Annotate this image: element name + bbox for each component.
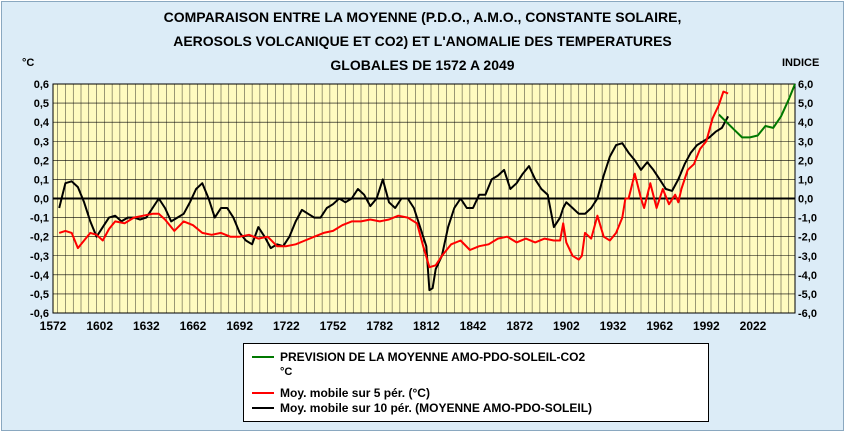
y-tick-label: -0,1: [30, 213, 49, 225]
y-tick-label: -0,5: [30, 289, 49, 301]
chart-title-line-1: COMPARAISON ENTRE LA MOYENNE (P.D.O., A.…: [163, 9, 682, 25]
y-tick-label: 0,5: [34, 98, 49, 110]
x-tick-label: 1632: [133, 319, 160, 333]
y2-tick-label: -3,0: [798, 251, 817, 263]
y2-tick-label: 3,0: [798, 136, 813, 148]
y-tick-label: 0,1: [34, 174, 49, 186]
series-line-red: [58, 90, 729, 269]
x-tick-label: 1572: [40, 319, 67, 333]
y2-tick-label: -1,0: [798, 213, 817, 225]
legend-label-black: Moy. mobile sur 10 pér. (MOYENNE AMO-PDO…: [280, 401, 593, 415]
x-tick-label: 1992: [693, 319, 720, 333]
x-tick-label: 1842: [460, 319, 487, 333]
y2-tick-label: -5,0: [798, 289, 817, 301]
x-tick-label: 1782: [366, 319, 393, 333]
chart-title-line-2: AEROSOLS VOLCANIQUE ET CO2) ET L'ANOMALI…: [173, 33, 672, 49]
x-tick-label: 1602: [86, 319, 113, 333]
y2-tick-label: 2,0: [798, 155, 813, 167]
x-tick-label: 1692: [226, 319, 253, 333]
series-line-green: [718, 83, 796, 139]
right-axis-unit: INDICE: [782, 57, 820, 69]
legend-swatch-green: [252, 356, 274, 358]
left-axis-unit: °C: [22, 57, 35, 69]
legend-swatch-red: [252, 392, 274, 394]
chart-title-line-3: GLOBALES DE 1572 A 2049: [330, 57, 515, 73]
legend-label-green: PREVISION DE LA MOYENNE AMO-PDO-SOLEIL-C…: [280, 350, 586, 364]
y2-tick-label: 0,0: [798, 194, 813, 206]
y2-tick-label: 1,0: [798, 174, 813, 186]
y-tick-label: -0,6: [30, 308, 49, 320]
x-tick-label: 1872: [506, 319, 533, 333]
y-tick-label: 0,6: [34, 79, 49, 91]
legend-label-red: Moy. mobile sur 5 pér. (°C): [280, 386, 430, 400]
y2-tick-label: 4,0: [798, 117, 813, 129]
y2-tick-label: -2,0: [798, 232, 817, 244]
y2-tick-label: -4,0: [798, 270, 817, 282]
y-tick-label: 0,3: [34, 136, 49, 148]
x-tick-label: 1722: [273, 319, 300, 333]
legend-sub-unit: °C: [280, 366, 293, 378]
legend-swatch-black: [252, 407, 274, 409]
x-tick-label: 1662: [180, 319, 207, 333]
y-tick-label: -0,2: [30, 232, 49, 244]
x-tick-label: 1812: [413, 319, 440, 333]
y-tick-label: -0,4: [30, 270, 50, 282]
y-tick-label: 0,2: [34, 155, 49, 167]
x-tick-label: 1962: [646, 319, 673, 333]
y2-tick-label: 6,0: [798, 79, 813, 91]
y-tick-label: 0,4: [34, 117, 50, 129]
legend: PREVISION DE LA MOYENNE AMO-PDO-SOLEIL-C…: [243, 343, 709, 422]
y2-tick-label: -6,0: [798, 308, 817, 320]
x-tick-label: 1902: [553, 319, 580, 333]
x-tick-label: 1752: [320, 319, 347, 333]
y-tick-label: 0,0: [34, 194, 49, 206]
x-tick-label: 2022: [740, 319, 767, 333]
y-tick-label: -0,3: [30, 251, 49, 263]
series-line-black: [58, 115, 729, 292]
y2-tick-label: 5,0: [798, 98, 813, 110]
x-tick-label: 1932: [600, 319, 627, 333]
